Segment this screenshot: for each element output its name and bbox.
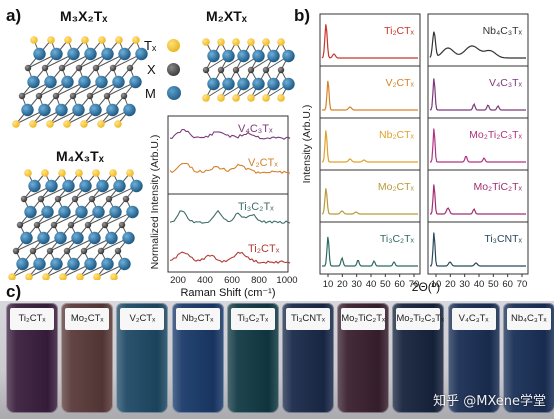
- xrd-series-label: V₂CTₓ: [385, 77, 414, 89]
- xrd-trace: [429, 31, 526, 59]
- vial: Mo₂TiC₂Tₓ: [337, 303, 390, 413]
- xrd-ylabel: Intensity (Arb.U.): [301, 105, 313, 184]
- panel-c-label: c): [6, 282, 22, 301]
- vial-label: Nb₄C₃Tₓ: [506, 308, 551, 330]
- xrd-xtick: 40: [366, 279, 377, 290]
- xrd-series-label: Ti₂CTₓ: [384, 25, 414, 37]
- xrd-xtick: 40: [474, 279, 485, 290]
- xrd-trace: [429, 78, 526, 111]
- xrd-xtick: 50: [488, 279, 499, 290]
- vial: V₂CTₓ: [116, 303, 169, 413]
- watermark: 知乎 @MXene学堂: [433, 394, 546, 409]
- atoms: [202, 38, 295, 102]
- xrd-xtick: 30: [459, 279, 470, 290]
- legend-t-atom-icon: [167, 39, 180, 52]
- legend-x-label: X: [147, 62, 156, 77]
- vial: Mo₂Ti₂C₃Tₓ: [392, 303, 445, 413]
- raman-series-label-v2c: V₂CTₓ: [248, 157, 278, 169]
- xrd-series-label: Nb₂CTₓ: [379, 129, 414, 141]
- raman-ylabel: Normalized Intensity (Arb.U.): [149, 135, 161, 270]
- vial-label: Mo₂CTₓ: [65, 308, 110, 330]
- raman-xtick: 400: [197, 275, 213, 286]
- vial: Ti₃CNTₓ: [282, 303, 334, 413]
- atoms: [12, 36, 148, 128]
- xrd-xtick: 70: [517, 279, 528, 290]
- xrd-left-frame: [319, 13, 421, 275]
- raman-xtick: 1000: [276, 275, 297, 286]
- raman-trace-ti2c: [169, 251, 291, 264]
- xrd-chart: Intensity (Arb.U.) Ti₂CTₓ V₂CTₓ Nb₂CTₓ Mo₂C…: [301, 13, 529, 294]
- xrd-series-label: Mo₂CTₓ: [378, 181, 415, 193]
- vial-label: Mo₂TiC₂Tₓ: [341, 308, 386, 330]
- atoms: [8, 169, 143, 280]
- vial-photo: Ti₂CTₓ Mo₂CTₓ V₂CTₓ Nb₂CTₓ Ti₃C₂Tₓ Ti₃CNTₓ Mo₂…: [0, 301, 554, 419]
- raman-chart: Normalized Intensity (Arb.U.) 200 400 60…: [149, 115, 298, 299]
- vial: Nb₂CTₓ: [171, 303, 224, 413]
- xrd-trace: [429, 184, 526, 215]
- xrd-xtick: 50: [380, 279, 391, 290]
- xrd-series-label: Nb₄C₃Tₓ: [483, 25, 523, 37]
- xrd-trace: [322, 236, 418, 267]
- structure-title-m4x3: M₄X₃Tₓ: [56, 148, 104, 164]
- raman-xtick: 600: [224, 275, 240, 286]
- xrd-xtick: 70: [409, 279, 420, 290]
- vial: Ti₃C₂Tₓ: [226, 303, 279, 413]
- xrd-xtick: 60: [502, 279, 513, 290]
- xrd-trace: [321, 130, 418, 163]
- legend-x-atom-icon: [167, 63, 180, 76]
- panel-a-label: a): [6, 6, 22, 25]
- legend-t-label: Tₓ: [144, 38, 157, 53]
- xrd-trace: [321, 24, 418, 59]
- legend-m-atom-icon: [167, 86, 181, 100]
- vial: Ti₂CTₓ: [6, 303, 58, 413]
- vial: Nb₄C₃Tₓ: [502, 303, 554, 413]
- vial: V₄C₃Tₓ: [447, 303, 500, 413]
- structure-title-m3x2: M₃X₂Tₓ: [60, 8, 108, 24]
- raman-xtick: 800: [251, 275, 267, 286]
- vial-label: Mo₂Ti₂C₃Tₓ: [396, 308, 444, 330]
- vial: Mo₂CTₓ: [61, 303, 114, 413]
- xrd-trace: [429, 232, 526, 267]
- xrd-series-label: Mo₂TiC₂Tₓ: [473, 181, 522, 193]
- raman-series-label-ti3c2: Ti₃C₂Tₓ: [238, 201, 274, 213]
- xrd-series-label: Mo₂Ti₂C₃Tₓ: [469, 129, 522, 141]
- vial-label: Ti₃CNTₓ: [286, 308, 330, 330]
- xrd-trace: [429, 128, 526, 163]
- m2x-structure-drawing: [202, 38, 295, 102]
- vial-label: V₂CTₓ: [120, 308, 165, 330]
- m3x2-structure-drawing: [12, 36, 148, 128]
- m4x3-structure-drawing: [8, 169, 143, 280]
- raman-xtick: 200: [170, 275, 186, 286]
- xrd-xtick: 30: [351, 279, 362, 290]
- vial-label: V₄C₃Tₓ: [451, 308, 496, 330]
- structure-title-m2x: M₂XTₓ: [206, 8, 247, 24]
- raman-series-label-ti2c: Ti₂CTₓ: [248, 243, 280, 255]
- xrd-series-label: Ti₃C₂Tₓ: [380, 233, 415, 245]
- xrd-series-label: Ti₃CNTₓ: [484, 233, 522, 245]
- vial-label: Ti₂CTₓ: [10, 308, 54, 330]
- raman-xlabel: Raman Shift (cm⁻¹): [180, 287, 275, 299]
- raman-trace-ti3c2: [169, 209, 291, 224]
- vial-label: Nb₂CTₓ: [175, 308, 220, 330]
- panel-b-label: b): [294, 6, 311, 25]
- xrd-xtick: 10: [323, 279, 334, 290]
- xrd-xtick: 20: [337, 279, 348, 290]
- legend-m-label: M: [145, 86, 156, 101]
- xrd-series-label: V₄C₃Tₓ: [489, 77, 523, 89]
- raman-trace-v4c3: [169, 128, 291, 140]
- xrd-xtick: 10: [431, 279, 442, 290]
- xrd-xlabel: 2Θ(º): [412, 280, 440, 294]
- raman-series-label-v4c3: V₄C₃Tₓ: [238, 123, 273, 135]
- xrd-right-frame: [427, 13, 529, 275]
- xrd-xtick: 60: [394, 279, 405, 290]
- vial-label: Ti₃C₂Tₓ: [230, 308, 275, 330]
- xrd-trace: [321, 188, 418, 215]
- xrd-trace: [322, 80, 418, 111]
- xrd-xtick: 20: [445, 279, 456, 290]
- raman-trace-v2c: [169, 162, 291, 174]
